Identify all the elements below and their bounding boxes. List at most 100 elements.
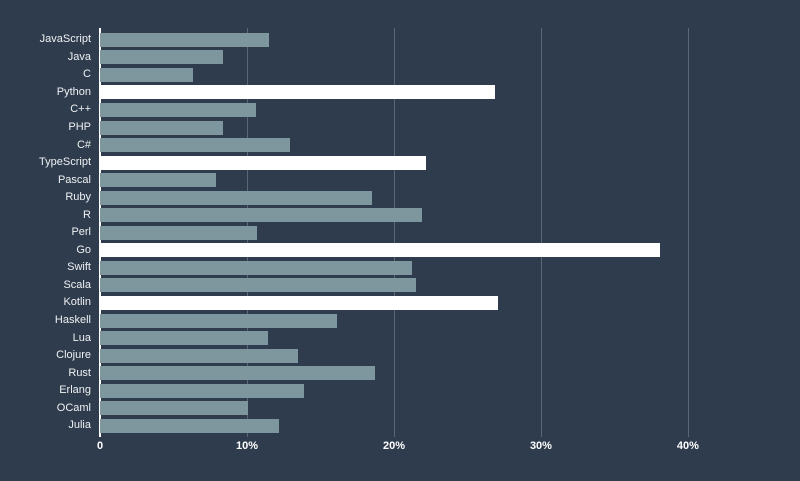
chart-row: Perl xyxy=(0,224,710,242)
chart-row: Clojure xyxy=(0,347,710,365)
category-label: Julia xyxy=(68,419,91,432)
chart-row: R xyxy=(0,206,710,224)
category-label: Lua xyxy=(72,331,91,344)
chart-row: Swift xyxy=(0,259,710,277)
category-label: Python xyxy=(56,85,91,98)
category-label: Ruby xyxy=(65,191,91,204)
chart-row: Julia xyxy=(0,417,710,435)
chart-row: PHP xyxy=(0,119,710,137)
bar-ruby xyxy=(100,190,372,205)
gridline xyxy=(687,28,689,437)
category-label: Kotlin xyxy=(63,296,91,309)
category-label: JavaScript xyxy=(39,33,91,46)
bar-lua xyxy=(100,331,268,346)
bar-track xyxy=(100,418,710,433)
category-label: R xyxy=(83,208,91,221)
chart-row: C++ xyxy=(0,101,710,119)
category-label: Pascal xyxy=(57,173,91,186)
bar-java xyxy=(100,50,224,65)
bar-track xyxy=(100,366,710,381)
category-label: TypeScript xyxy=(39,156,91,169)
category-label: Go xyxy=(76,243,91,256)
x-axis: 0 10% 20% 30% 40% xyxy=(96,440,710,457)
bar-erlang xyxy=(100,383,305,398)
x-tick-label: 0 xyxy=(96,440,104,452)
bar-track xyxy=(100,102,710,117)
bar-track xyxy=(100,190,710,205)
chart-row: Pascal xyxy=(0,171,710,189)
bar-track xyxy=(100,138,710,153)
bar-track xyxy=(100,173,710,188)
bar-swift xyxy=(100,260,412,275)
category-label: C++ xyxy=(70,103,91,116)
category-label: Haskell xyxy=(54,314,91,327)
bar-clojure xyxy=(100,348,299,363)
bar-perl xyxy=(100,225,258,240)
bar-go xyxy=(100,243,661,258)
chart-row: Lua xyxy=(0,329,710,347)
bar-track xyxy=(100,313,710,328)
bar-c xyxy=(100,67,193,82)
bar-track xyxy=(100,50,710,65)
bar-javascript xyxy=(100,32,270,47)
x-tick-label: 10% xyxy=(235,440,258,452)
gridline xyxy=(540,28,542,437)
bar-track xyxy=(100,383,710,398)
bar-track xyxy=(100,208,710,223)
x-tick-label: 20% xyxy=(382,440,405,452)
chart-row: TypeScript xyxy=(0,154,710,172)
bar-pascal xyxy=(100,173,217,188)
bar-ocaml xyxy=(100,401,249,416)
chart-row: Python xyxy=(0,84,710,102)
bar-c- xyxy=(100,138,290,153)
chart-row: C# xyxy=(0,136,710,154)
bar-track xyxy=(100,32,710,47)
category-label: OCaml xyxy=(56,401,91,414)
chart-row: OCaml xyxy=(0,399,710,417)
bar-rows: JavaScript Java C Python C++ PHP C# TypeScript P… xyxy=(0,31,710,435)
x-tick-label: 30% xyxy=(529,440,552,452)
x-tick-label: 40% xyxy=(676,440,699,452)
category-label: Swift xyxy=(67,261,91,274)
bar-rust xyxy=(100,366,375,381)
bar-track xyxy=(100,260,710,275)
bar-track xyxy=(100,331,710,346)
bar-track xyxy=(100,225,710,240)
bar-c- xyxy=(100,102,256,117)
chart-row: Scala xyxy=(0,277,710,295)
bar-python xyxy=(100,85,496,100)
category-label: PHP xyxy=(68,121,91,133)
bar-track xyxy=(100,67,710,82)
bar-typescript xyxy=(100,155,427,170)
chart-row: Kotlin xyxy=(0,294,710,312)
chart-row: Haskell xyxy=(0,312,710,330)
gridline xyxy=(393,28,395,437)
category-label: Rust xyxy=(68,366,91,379)
category-label: Clojure xyxy=(56,349,91,362)
bar-julia xyxy=(100,418,280,433)
category-label: Perl xyxy=(71,226,91,239)
bar-track xyxy=(100,120,710,135)
bar-php xyxy=(100,120,224,135)
chart-row: C xyxy=(0,66,710,84)
category-label: Scala xyxy=(63,278,91,291)
category-label: C xyxy=(83,68,91,81)
bar-track xyxy=(100,278,710,293)
chart-row: Erlang xyxy=(0,382,710,400)
bar-track xyxy=(100,295,710,310)
chart-row: Ruby xyxy=(0,189,710,207)
chart-row: Go xyxy=(0,242,710,260)
chart-row: Java xyxy=(0,49,710,67)
bar-r xyxy=(100,208,422,223)
chart-row: Rust xyxy=(0,364,710,382)
bar-scala xyxy=(100,278,417,293)
bar-track xyxy=(100,243,710,258)
bar-kotlin xyxy=(100,295,499,310)
category-label: C# xyxy=(76,138,91,151)
bar-track xyxy=(100,401,710,416)
bar-track xyxy=(100,85,710,100)
bar-track xyxy=(100,348,710,363)
category-label: Java xyxy=(67,50,91,63)
chart-row: JavaScript xyxy=(0,31,710,49)
